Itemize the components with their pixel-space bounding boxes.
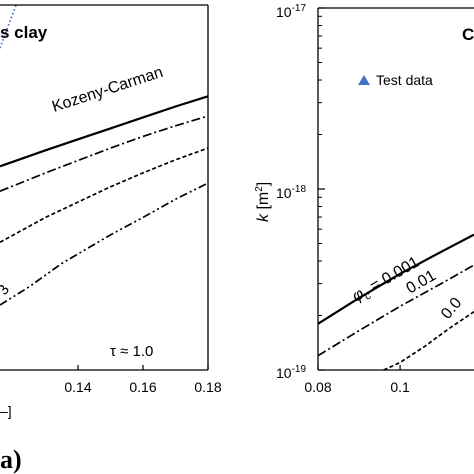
panel-a: 0.14 0.16 0.18 s clay Kozeny-Carman 3 τ ≈ … <box>0 4 222 474</box>
panel-b-line-0-0 <box>383 310 474 371</box>
panel-a-curves <box>0 4 209 306</box>
test-data-legend-label: Test data <box>376 72 433 88</box>
panel-b-title: C <box>462 25 474 44</box>
panel-a-x-axis-label: –] <box>0 403 12 419</box>
y-axis-unit: [m <box>255 192 272 214</box>
panel-a-partial-label: 3 <box>0 282 13 299</box>
panel-b-curves <box>317 233 474 371</box>
y-tick-base: 10 <box>276 4 292 20</box>
y-tick-base: 10 <box>276 365 292 381</box>
kozeny-carman-label: Kozeny-Carman <box>50 64 165 116</box>
phi-subscript: c <box>363 289 374 302</box>
panel-b-line-0-01 <box>317 264 474 357</box>
y-axis-unit-close: ] <box>255 182 272 186</box>
panel-a-line-series-4 <box>0 182 209 306</box>
panel-a-line-kozeny-carman <box>0 95 209 168</box>
y-axis-unit-exp: 2 <box>254 186 265 192</box>
panel-a-line-series-3 <box>0 147 209 244</box>
panel-b-x-tick-label: 0.08 <box>304 379 331 395</box>
panel-a-x-tick-label: 0.16 <box>129 379 156 395</box>
curve-label-0-0: 0.0 <box>438 295 465 323</box>
panel-a-x-ticks: 0.14 0.16 0.18 <box>64 365 222 395</box>
y-tick-exp: -19 <box>292 364 307 375</box>
panel-b-ticks: 0.08 0.1 <box>304 7 410 395</box>
y-tick-label-1e-18: 10-18 <box>276 184 306 201</box>
y-tick-exp: -18 <box>292 184 307 195</box>
panel-b-x-tick-label: 0.1 <box>390 379 410 395</box>
panel-a-x-tick-label: 0.18 <box>194 379 221 395</box>
panel-a-line-series-2 <box>0 115 209 192</box>
tau-annotation: τ ≈ 1.0 <box>110 343 153 360</box>
y-axis-symbol: k <box>255 213 272 222</box>
panel-b-y-axis-label: k [m2] <box>254 182 272 222</box>
panel-a-x-tick-label: 0.14 <box>64 379 91 395</box>
y-tick-exp: -17 <box>292 3 307 14</box>
y-tick-label-1e-19: 10-19 <box>276 364 306 381</box>
y-tick-label-1e-17: 10-17 <box>276 3 306 20</box>
panel-a-line-test-data <box>0 4 17 49</box>
test-data-legend-marker <box>358 75 370 85</box>
panel-a-title: s clay <box>0 23 48 42</box>
y-tick-base: 10 <box>276 185 292 201</box>
panel-b-line-c-0-001 <box>317 233 474 325</box>
panel-a-letter: a) <box>0 445 22 474</box>
panel-b: 0.08 0.1 10-17 10-18 10-19 k [m2] C Test … <box>254 3 474 395</box>
